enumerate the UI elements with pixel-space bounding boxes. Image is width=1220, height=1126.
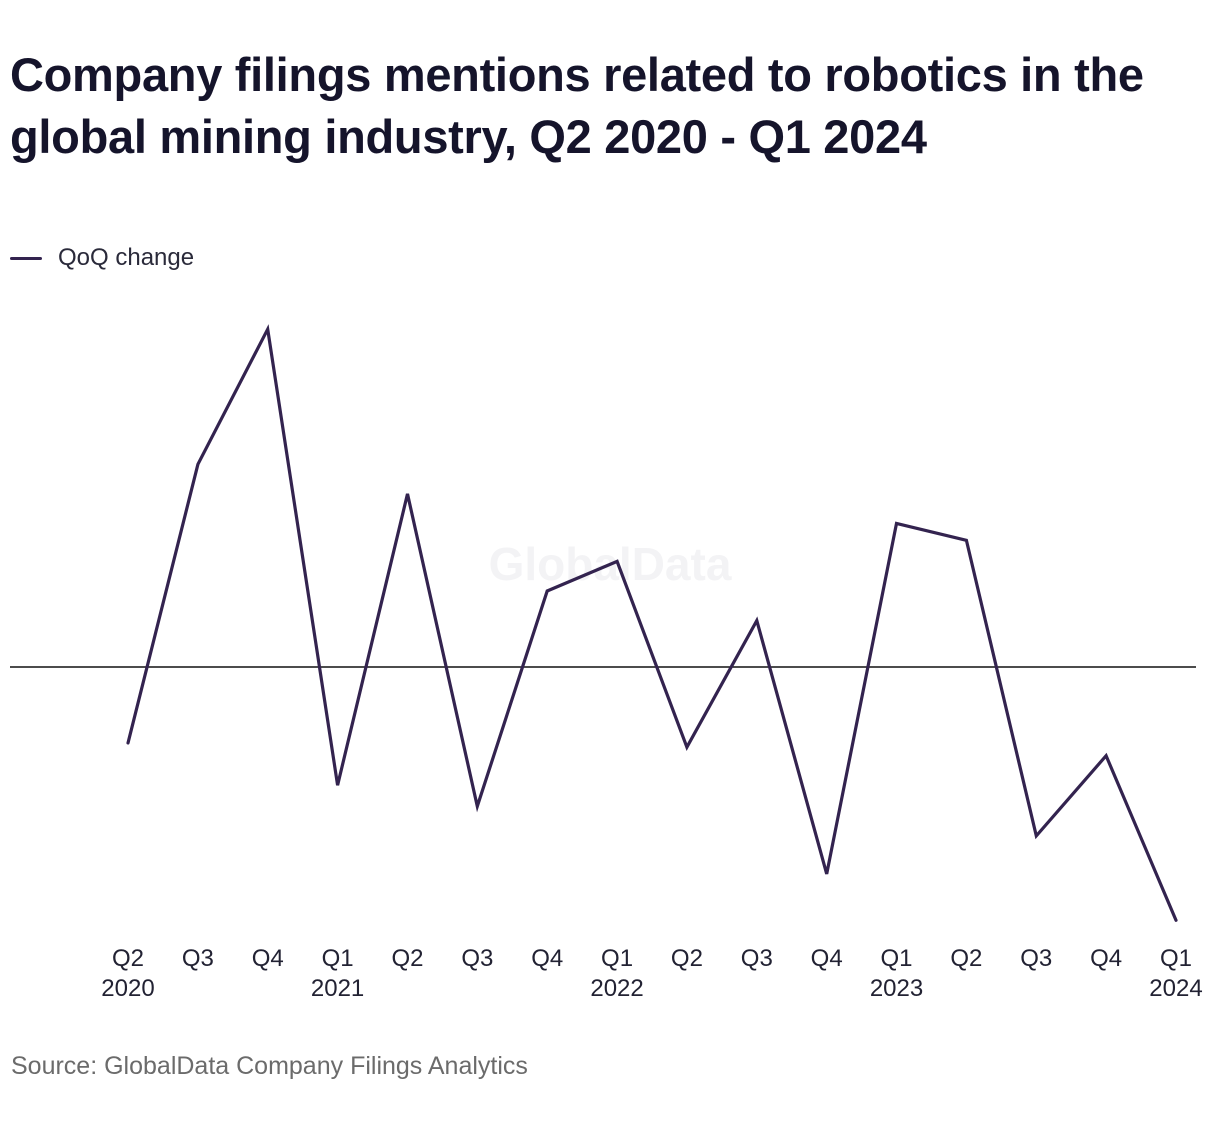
x-tick-label: Q1 [1160,945,1192,972]
x-tick-label: Q3 [1020,945,1052,972]
data-point [1103,753,1109,759]
data-point [894,520,900,526]
data-point [614,558,620,564]
x-tick-label: Q3 [182,945,214,972]
data-point [754,618,760,624]
x-tick-year-label: 2024 [1149,975,1202,1002]
series-group [125,324,1179,923]
x-tick-label: Q2 [671,945,703,972]
x-tick-label: Q4 [531,945,563,972]
x-tick-label: Q2 [112,945,144,972]
data-point [1033,833,1039,839]
legend-line-swatch [10,256,42,260]
x-tick-label: Q3 [461,945,493,972]
x-tick-label: Q4 [811,945,843,972]
data-point [335,782,341,788]
data-point [474,803,480,809]
data-point [684,744,690,750]
data-point [125,740,131,746]
data-point [544,588,550,594]
x-tick-year-label: 2020 [101,975,154,1002]
series-line-qoq-change [126,324,1178,922]
x-tick-label: Q2 [950,945,982,972]
legend-label: QoQ change [58,244,195,271]
data-point [195,461,201,467]
x-axis: Q2 2020 Q3 Q4 Q1 2021 Q2 Q3 Q4 Q1 2022 Q2 Q3 Q4 Q1 2023… [101,945,1202,1002]
source-note: Source: GlobalData Company Filings Analy… [11,1052,528,1080]
x-tick-label: Q1 [322,945,354,972]
data-point [265,326,271,332]
x-tick-label: Q1 [601,945,633,972]
legend: QoQ change [10,243,194,273]
x-tick-year-label: 2022 [590,975,643,1002]
x-tick-year-label: 2023 [870,975,923,1002]
data-point [1173,917,1179,923]
chart-title: Company filings mentions related to robo… [10,48,1144,163]
x-tick-year-label: 2021 [311,975,364,1002]
x-tick-label: Q3 [741,945,773,972]
x-tick-label: Q4 [252,945,284,972]
x-tick-label: Q1 [881,945,913,972]
data-point [824,871,830,877]
data-point [963,537,969,543]
data-point [404,491,410,497]
x-tick-label: Q4 [1090,945,1122,972]
x-tick-label: Q2 [391,945,423,972]
